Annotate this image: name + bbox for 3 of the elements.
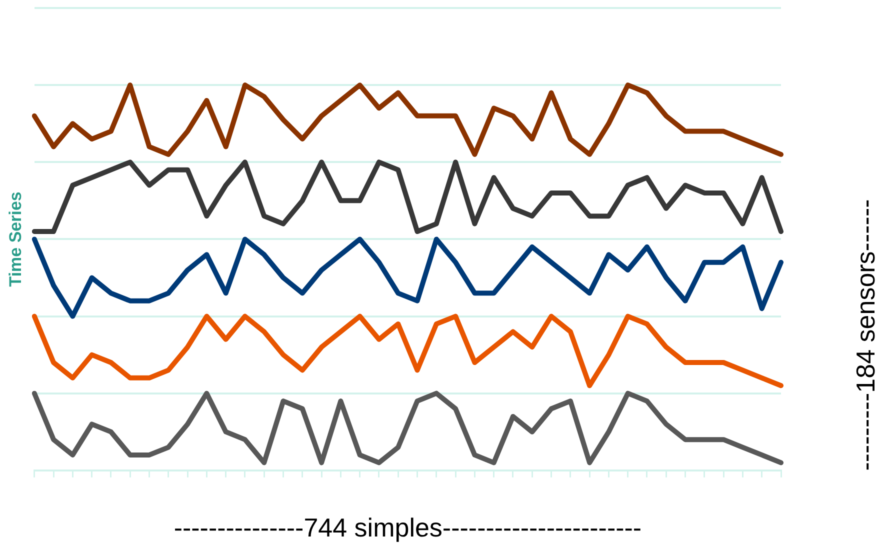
y-axis-title: Time Series (6, 192, 25, 287)
y2-axis-title: ---------184 sensors------ (850, 199, 881, 471)
x-axis-title: ---------------744 simples----------------------- (174, 512, 642, 543)
